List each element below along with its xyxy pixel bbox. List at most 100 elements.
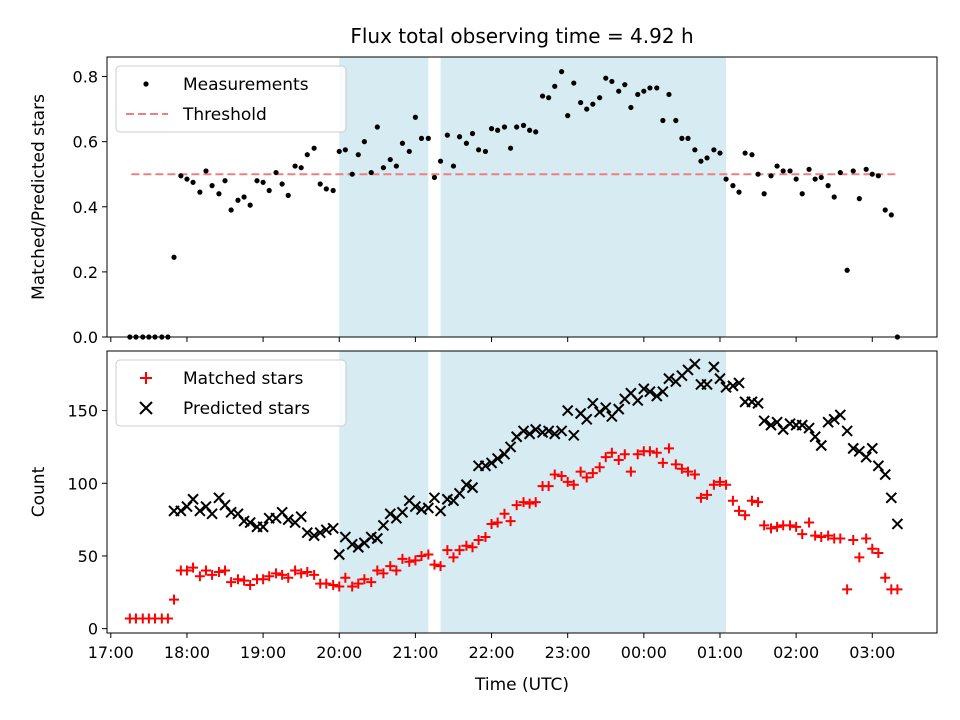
data-point	[491, 452, 504, 465]
legend-label: Measurements	[183, 75, 309, 95]
data-point	[746, 495, 757, 506]
data-point	[822, 416, 834, 428]
data-point	[340, 572, 351, 583]
x-tick-label: 20:00	[316, 643, 362, 662]
data-point	[758, 415, 770, 427]
data-point	[434, 505, 447, 517]
data-point	[260, 179, 266, 185]
data-point	[504, 441, 517, 453]
data-point	[422, 502, 435, 514]
data-point	[581, 413, 593, 426]
data-point	[412, 114, 418, 120]
data-point	[549, 469, 560, 480]
data-point	[518, 497, 529, 508]
data-point	[456, 134, 463, 140]
data-point	[600, 452, 611, 463]
data-point	[803, 422, 815, 434]
data-point	[619, 449, 630, 460]
data-point	[380, 165, 387, 171]
data-point	[416, 550, 427, 561]
data-point	[283, 572, 294, 583]
data-point	[825, 183, 831, 189]
bottom-panel: 0 50 100 150 17:00 18:00 19:00 20:00 21:00 22:00 2…	[29, 350, 938, 695]
data-point	[587, 468, 598, 479]
data-point	[892, 584, 903, 595]
data-point	[683, 466, 693, 477]
data-point	[676, 463, 687, 474]
data-point	[885, 492, 898, 504]
y-tick-label: 150	[67, 402, 98, 421]
data-point	[245, 580, 256, 591]
x-tick-label: 18:00	[164, 643, 210, 662]
data-point	[475, 147, 482, 153]
data-point	[860, 451, 872, 463]
data-point	[590, 101, 596, 107]
data-point	[796, 419, 808, 431]
data-point	[774, 163, 780, 169]
data-point	[831, 194, 837, 200]
data-point	[558, 69, 565, 75]
data-point	[721, 479, 732, 490]
data-point	[279, 181, 285, 187]
x-tick-label: 21:00	[392, 643, 438, 662]
data-point	[818, 174, 824, 181]
data-point	[755, 171, 761, 177]
data-point	[823, 530, 834, 541]
data-point	[355, 152, 361, 158]
shaded-region-2	[440, 57, 727, 337]
legend: Matched stars Predicted stars	[115, 359, 347, 427]
data-point	[368, 169, 374, 176]
data-point	[625, 466, 636, 477]
data-point	[663, 372, 675, 385]
series-measurements	[127, 69, 901, 340]
data-point	[632, 394, 644, 407]
data-point	[418, 135, 425, 141]
data-point	[282, 513, 294, 526]
data-point	[692, 147, 698, 153]
data-point	[222, 178, 228, 184]
y-tick-label: 0.2	[73, 263, 98, 282]
data-point	[184, 176, 190, 182]
data-point	[660, 117, 666, 124]
data-point	[409, 500, 422, 513]
data-point	[571, 80, 577, 86]
data-point	[194, 571, 205, 582]
data-point	[511, 500, 522, 511]
data-point	[190, 179, 196, 185]
data-point	[772, 521, 783, 532]
data-point	[321, 578, 332, 589]
data-point	[533, 129, 539, 135]
data-point	[171, 254, 177, 260]
legend-label: Threshold	[182, 105, 267, 125]
data-point	[708, 479, 719, 490]
data-point	[437, 158, 444, 164]
data-point	[444, 132, 450, 138]
data-point	[387, 156, 393, 163]
data-point	[330, 187, 336, 194]
data-point	[228, 207, 234, 213]
legend-label: Predicted stars	[183, 399, 310, 419]
data-point	[733, 377, 745, 389]
x-tick-label: 23:00	[545, 643, 591, 662]
data-point	[393, 163, 399, 169]
data-point	[546, 95, 552, 101]
data-point	[479, 460, 492, 472]
data-point	[568, 429, 580, 442]
data-point	[200, 565, 211, 576]
data-point	[301, 526, 313, 539]
data-point	[529, 423, 542, 436]
data-point	[594, 462, 605, 473]
data-point	[556, 471, 567, 482]
y-tick-label: 100	[67, 474, 98, 493]
data-point	[431, 174, 438, 181]
data-point	[632, 449, 643, 460]
data-point	[578, 99, 584, 106]
data-point	[197, 189, 203, 195]
data-point	[622, 82, 628, 88]
data-point	[285, 192, 291, 198]
data-point	[304, 152, 310, 158]
data-point	[812, 176, 818, 182]
series-predicted-stars	[168, 358, 904, 561]
data-point	[891, 518, 904, 530]
